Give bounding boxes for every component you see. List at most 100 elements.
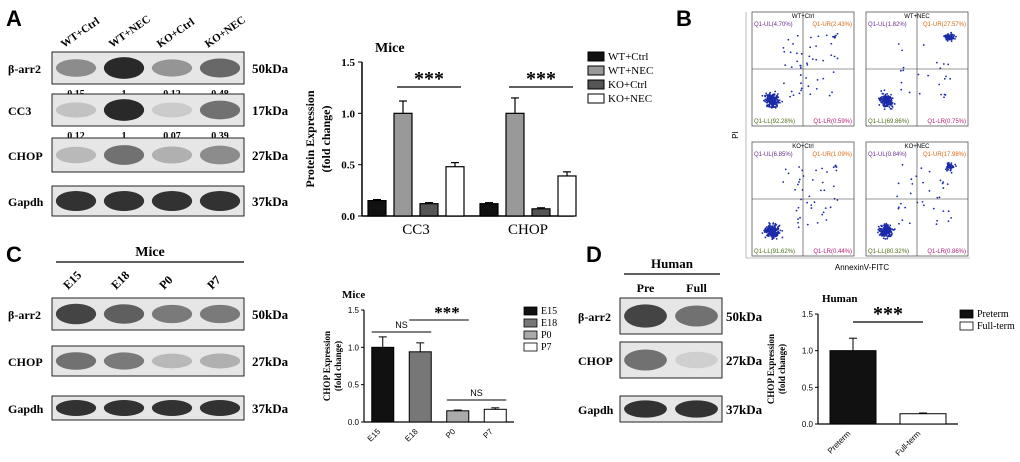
- flow-dot: [946, 35, 949, 37]
- blot-d-arr2-strip-band-1: [675, 305, 718, 327]
- blot-c-chop-strip-band-3: [199, 353, 241, 369]
- flow-dot: [882, 104, 884, 106]
- flow-dot: [773, 227, 776, 230]
- flow-dot: [836, 32, 839, 35]
- flow-dot: [917, 73, 920, 76]
- flow-dot: [768, 229, 771, 232]
- flow-dot: [783, 50, 786, 53]
- flow-dot: [771, 227, 774, 229]
- flow-dot: [949, 77, 952, 80]
- flow-dot: [800, 87, 803, 90]
- flow-dot: [800, 52, 803, 55]
- flow-dot: [880, 230, 883, 233]
- chart-a-legend-swatch-ko-nec: [587, 93, 605, 104]
- flow-dot: [877, 231, 879, 234]
- flow-dot: [948, 34, 951, 37]
- chart-c-y-tick-label: 0.5: [348, 381, 360, 390]
- chart-c-x-tick-label: E15: [366, 427, 383, 444]
- blot-a-gapdh-strip-band-3: [199, 190, 241, 212]
- blot-a-cc3-strip-band-1: [103, 99, 145, 121]
- flow-dot: [832, 185, 835, 188]
- flow-dot: [904, 206, 907, 209]
- flow-dot: [773, 233, 776, 236]
- flow-dot: [880, 98, 883, 100]
- flow-dot: [769, 106, 772, 108]
- blot-a-arr2-strip: [51, 51, 245, 85]
- flow-dot: [806, 63, 809, 66]
- flow-dot: [946, 170, 948, 172]
- flow-dot: [928, 170, 931, 173]
- flow-dot: [888, 106, 891, 108]
- flow-dot: [774, 105, 777, 108]
- flow-dot: [887, 103, 890, 105]
- flow-dot: [877, 228, 880, 231]
- flow-dot: [784, 168, 787, 171]
- chart-a-y-tick-label: 1.0: [341, 108, 355, 120]
- flow-dot: [920, 167, 923, 170]
- flow-plot-title: WT+NEC: [904, 14, 930, 20]
- flow-dot: [883, 235, 886, 238]
- blot-a-gapdh-strip-band-1: [103, 190, 145, 212]
- flow-dot: [955, 35, 957, 38]
- flow-dot: [831, 91, 833, 94]
- flow-dot: [765, 231, 768, 234]
- flow-dot: [878, 234, 881, 236]
- flow-dot: [787, 172, 790, 175]
- flow-dot: [950, 171, 953, 174]
- flow-dot: [893, 103, 896, 105]
- flow-dot: [767, 235, 770, 238]
- blot-c-arr2-strip: [51, 297, 245, 331]
- flow-dot: [772, 222, 775, 225]
- chart-a-y-label: (fold change): [319, 106, 333, 173]
- chart-d-x-tick-label: Preterm: [826, 429, 853, 456]
- flow-dot: [881, 225, 884, 227]
- flow-dot: [766, 105, 769, 108]
- chart-d-y-label: (fold change): [777, 344, 787, 394]
- flow-dot: [881, 235, 883, 237]
- flow-dot: [764, 98, 767, 101]
- flow-dot: [771, 106, 774, 109]
- flow-dot: [954, 37, 956, 40]
- flow-dot: [884, 104, 887, 107]
- flow-dot: [910, 178, 913, 181]
- flow-dot: [890, 99, 893, 102]
- flow-dot: [800, 89, 802, 92]
- flow-dot: [881, 95, 883, 98]
- flow-plot-title: WT+Ctrl: [792, 14, 814, 20]
- flow-dot: [945, 166, 948, 168]
- flow-dot: [792, 42, 794, 45]
- chart-c-legend-swatch-e18: [523, 318, 538, 328]
- flow-dot: [877, 225, 880, 228]
- blot-c-gapdh-strip: [51, 395, 245, 421]
- chart-c-y-tick-label: 0.0: [348, 418, 360, 427]
- chart-c-y-tick-label: 1.0: [348, 343, 360, 352]
- flow-dot: [776, 231, 779, 234]
- blot-c-gapdh-strip-band-2: [151, 399, 193, 417]
- flow-dot: [777, 227, 780, 230]
- flow-dot: [909, 192, 912, 195]
- chart-c-legend-label: P7: [541, 342, 552, 353]
- chart-d-legend-swatch-full-term: [959, 321, 974, 331]
- blot-c-gapdh-strip-band-0: [55, 399, 97, 417]
- blot-c-kda-label: 37kDa: [252, 401, 289, 416]
- blot-a-row-label: CHOP: [8, 149, 43, 163]
- flow-quadrant-ll: Q1-LL(92.28%): [754, 119, 795, 125]
- flow-dot: [824, 207, 827, 210]
- flow-dot: [954, 163, 957, 166]
- flow-dot: [884, 93, 887, 96]
- chart-d-y-label: CHOP Expression: [766, 334, 776, 404]
- flow-dot: [935, 223, 938, 226]
- flow-dot: [897, 43, 900, 45]
- flow-dot: [821, 167, 824, 170]
- flow-dot: [774, 225, 776, 228]
- flow-dot: [928, 190, 931, 192]
- flow-dot: [797, 206, 800, 209]
- flow-dot: [764, 236, 767, 239]
- flow-dot: [893, 228, 896, 231]
- flow-dot: [811, 58, 814, 61]
- flow-dot: [771, 238, 774, 241]
- flow-dot: [774, 230, 777, 233]
- flow-dot: [951, 164, 954, 167]
- chart-a-legend-swatch-wt-nec: [587, 65, 605, 76]
- blot-a-cc3-strip-band-2: [151, 102, 193, 118]
